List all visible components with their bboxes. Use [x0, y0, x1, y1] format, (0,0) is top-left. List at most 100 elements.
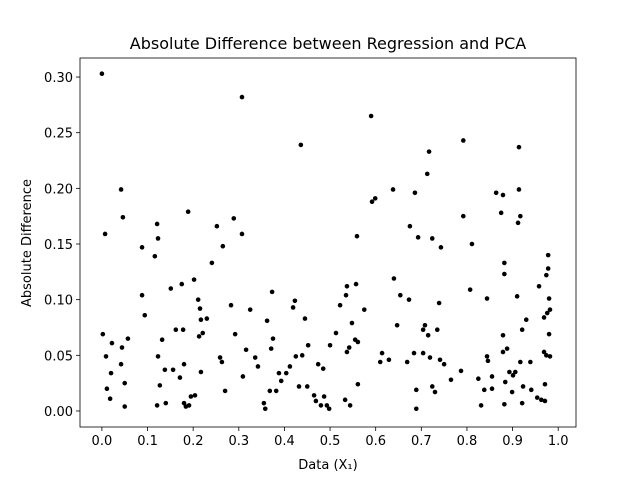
point [528, 359, 533, 365]
point [181, 361, 187, 367]
point [342, 397, 348, 403]
point [247, 307, 253, 312]
y-tick-label: 0.25 [44, 127, 73, 142]
point [154, 403, 160, 408]
point [413, 406, 419, 412]
point [298, 142, 304, 148]
y-tick-label: 0.30 [44, 71, 73, 86]
point [278, 378, 284, 384]
point [519, 327, 525, 333]
point [239, 94, 245, 100]
point [152, 253, 158, 259]
point [195, 297, 201, 302]
point [518, 213, 523, 219]
point [507, 369, 512, 375]
y-tick-label: 0.05 [44, 349, 73, 364]
point [434, 327, 440, 333]
point [179, 281, 185, 287]
point [327, 342, 333, 348]
point [99, 71, 105, 76]
point [386, 357, 392, 363]
point [349, 320, 355, 326]
point [516, 187, 522, 192]
point [489, 386, 495, 392]
point [438, 245, 444, 250]
point [437, 357, 443, 363]
point [544, 310, 550, 316]
point [231, 216, 237, 221]
point [344, 284, 350, 289]
point [420, 327, 426, 333]
point [173, 327, 179, 333]
point [510, 373, 516, 378]
point [544, 353, 549, 358]
point [228, 302, 234, 308]
point [320, 366, 326, 371]
point [546, 331, 552, 337]
point [513, 369, 518, 375]
point [390, 187, 396, 192]
point [321, 394, 327, 399]
point [539, 397, 544, 403]
point [243, 347, 249, 353]
point [368, 113, 374, 119]
point [109, 340, 115, 346]
point [311, 393, 317, 398]
point [427, 355, 433, 360]
point [542, 398, 548, 404]
point [379, 350, 385, 356]
point [315, 361, 321, 367]
x-tick-label: 1.0 [548, 434, 569, 449]
point [122, 380, 128, 386]
point [104, 386, 110, 392]
point [270, 336, 276, 341]
x-tick-label: 0.9 [502, 434, 523, 449]
point [142, 312, 148, 318]
point [139, 245, 145, 250]
point [103, 354, 109, 359]
point [484, 296, 490, 301]
point [509, 389, 515, 395]
x-tick-label: 0.8 [457, 434, 478, 449]
point [232, 331, 238, 337]
point [372, 196, 378, 201]
point [460, 138, 466, 143]
point [122, 404, 128, 409]
x-tick-label: 0.4 [274, 434, 295, 449]
point [541, 349, 547, 355]
point [214, 223, 220, 229]
point [425, 332, 431, 338]
point [162, 367, 168, 373]
point [200, 330, 206, 336]
point [264, 318, 270, 324]
point [429, 236, 435, 241]
point [168, 286, 174, 291]
y-tick-label: 0.20 [44, 182, 73, 197]
point [353, 281, 359, 287]
point [354, 233, 360, 239]
point [276, 370, 282, 376]
point [302, 316, 308, 321]
point [489, 374, 495, 379]
point [469, 241, 475, 247]
point [100, 331, 106, 337]
point [346, 345, 352, 350]
point [192, 393, 198, 398]
point [220, 243, 226, 249]
point [170, 367, 176, 373]
point [523, 317, 529, 322]
point [502, 271, 507, 277]
point [196, 334, 202, 339]
point [514, 294, 520, 299]
point [361, 307, 367, 312]
point [273, 388, 279, 394]
point [441, 361, 447, 367]
point [177, 375, 183, 380]
point [515, 220, 521, 226]
point [436, 300, 442, 306]
point [209, 260, 215, 266]
point [394, 322, 400, 328]
